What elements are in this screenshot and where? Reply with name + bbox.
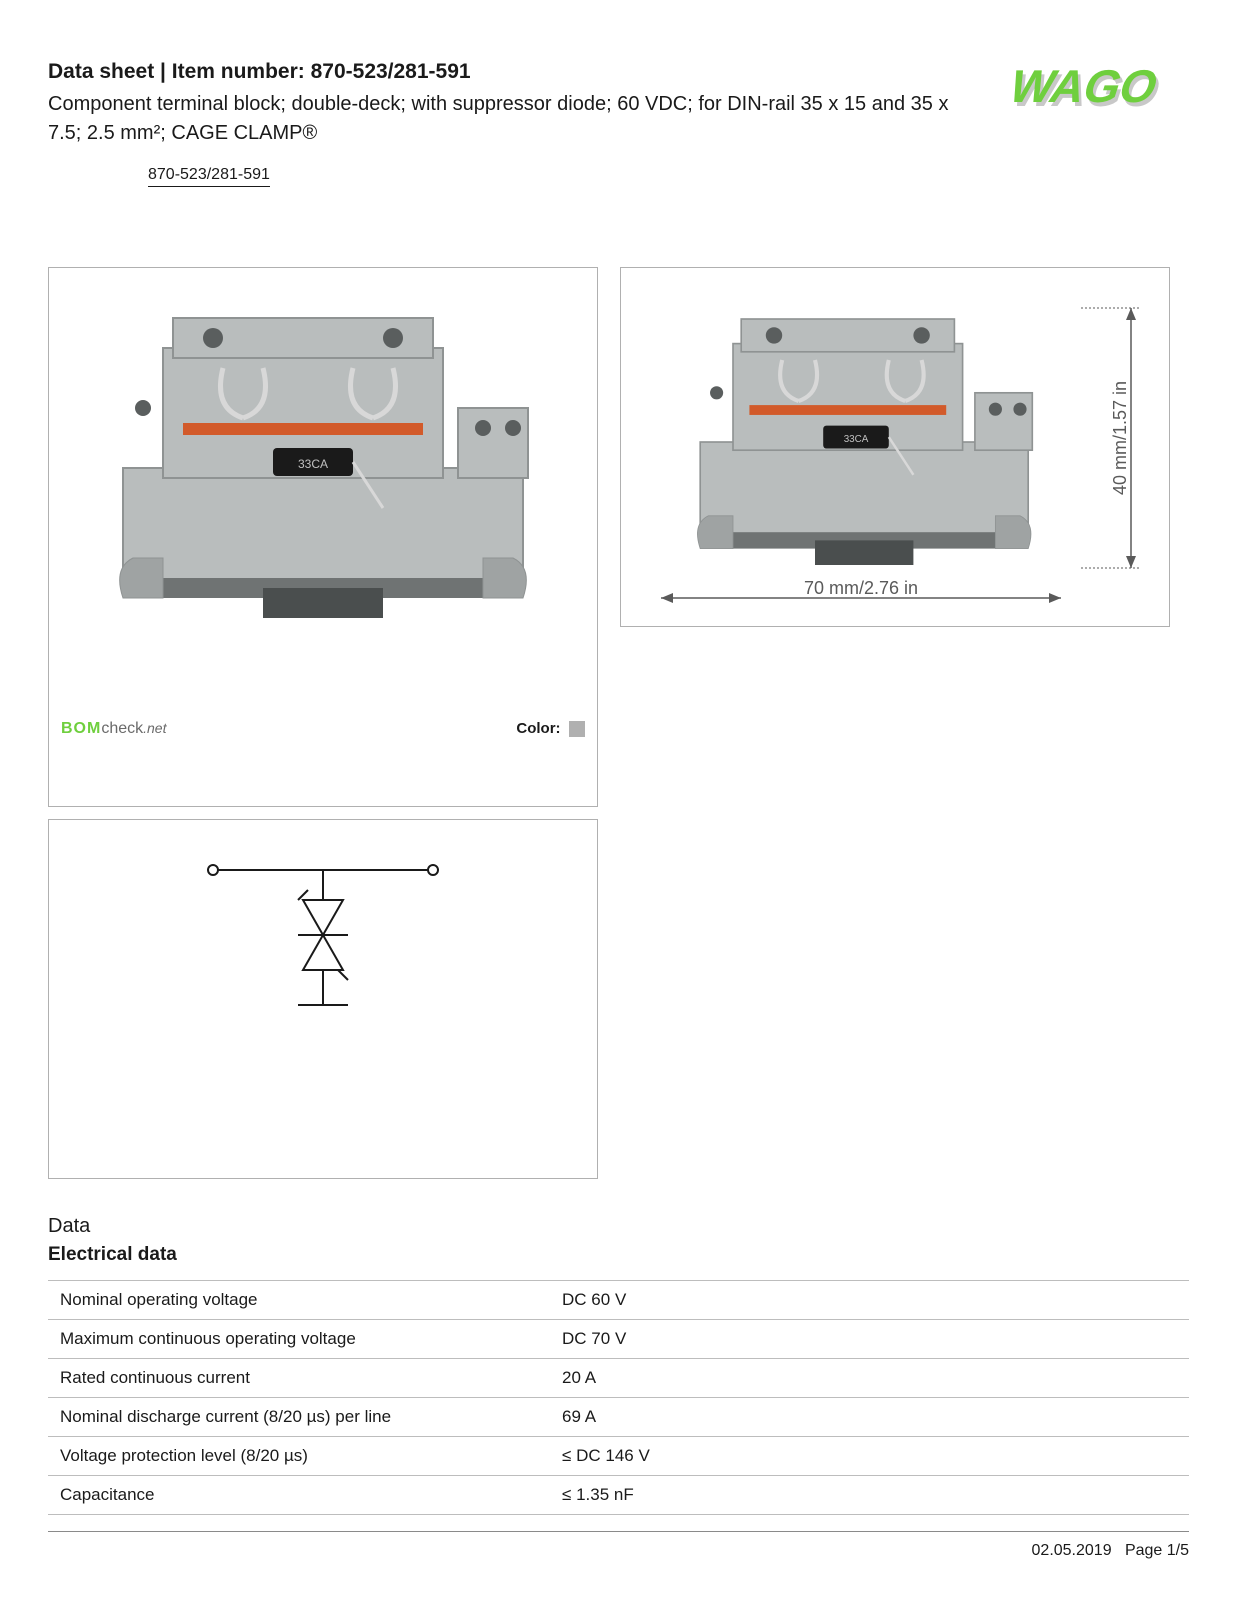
spec-value: 69 A xyxy=(550,1398,1189,1437)
item-number-link[interactable]: 870-523/281-591 xyxy=(148,166,270,187)
height-dimension: 40 mm/1.57 in xyxy=(1110,381,1130,495)
bomcheck-check: check xyxy=(101,720,143,737)
table-row: Nominal operating voltageDC 60 V xyxy=(48,1281,1189,1320)
color-swatch xyxy=(569,721,585,737)
bomcheck-logo: BOMcheck.net xyxy=(61,720,166,738)
component-label: 33CA xyxy=(298,457,328,471)
image-footer: BOMcheck.net Color: xyxy=(61,720,585,738)
svg-text:33CA: 33CA xyxy=(844,434,869,445)
spec-table: Nominal operating voltageDC 60 VMaximum … xyxy=(48,1280,1189,1515)
spec-label: Maximum continuous operating voltage xyxy=(48,1320,550,1359)
table-row: Capacitance≤ 1.35 nF xyxy=(48,1476,1189,1515)
table-row: Voltage protection level (8/20 µs)≤ DC 1… xyxy=(48,1437,1189,1476)
spec-value: DC 70 V xyxy=(550,1320,1189,1359)
header: Data sheet | Item number: 870-523/281-59… xyxy=(48,60,1189,152)
product-image-box: 33CA BOMcheck.net Color: xyxy=(48,267,598,807)
color-label: Color: xyxy=(516,720,560,737)
color-indicator: Color: xyxy=(516,720,585,738)
item-link-wrap: 870-523/281-591 xyxy=(148,166,1189,187)
images-row: 33CA BOMcheck.net Color: xyxy=(48,267,1189,807)
spec-value: DC 60 V xyxy=(550,1281,1189,1320)
table-row: Nominal discharge current (8/20 µs) per … xyxy=(48,1398,1189,1437)
dimension-drawing: 33CA 70 mm/2.76 in 40 mm/1 xyxy=(621,268,1171,628)
product-render-1: 33CA xyxy=(49,268,597,648)
spec-value: ≤ 1.35 nF xyxy=(550,1476,1189,1515)
table-row: Maximum continuous operating voltageDC 7… xyxy=(48,1320,1189,1359)
header-text: Data sheet | Item number: 870-523/281-59… xyxy=(48,60,959,152)
spec-label: Nominal operating voltage xyxy=(48,1281,550,1320)
table-row: Rated continuous current20 A xyxy=(48,1359,1189,1398)
bomcheck-net: .net xyxy=(143,720,166,736)
wago-logo: WAGO WAGO xyxy=(979,62,1189,118)
spec-value: 20 A xyxy=(550,1359,1189,1398)
bomcheck-bom: BOM xyxy=(61,720,101,737)
datasheet-title: Data sheet | Item number: 870-523/281-59… xyxy=(48,60,959,84)
datasheet-description: Component terminal block; double-deck; w… xyxy=(48,90,959,148)
schematic-box xyxy=(48,819,598,1179)
product-dimension-box: 33CA 70 mm/2.76 in 40 mm/1 xyxy=(620,267,1170,627)
logo-text: WAGO xyxy=(1003,62,1165,113)
data-heading: Data xyxy=(48,1215,1189,1238)
footer-page: Page 1/5 xyxy=(1125,1542,1189,1559)
spec-label: Capacitance xyxy=(48,1476,550,1515)
footer-date: 02.05.2019 xyxy=(1032,1542,1112,1559)
width-dimension: 70 mm/2.76 in xyxy=(804,578,918,598)
spec-label: Rated continuous current xyxy=(48,1359,550,1398)
electrical-data-heading: Electrical data xyxy=(48,1244,1189,1266)
spec-value: ≤ DC 146 V xyxy=(550,1437,1189,1476)
spec-label: Nominal discharge current (8/20 µs) per … xyxy=(48,1398,550,1437)
spec-label: Voltage protection level (8/20 µs) xyxy=(48,1437,550,1476)
page-footer: 02.05.2019 Page 1/5 xyxy=(48,1531,1189,1560)
schematic-diagram xyxy=(49,820,597,1178)
